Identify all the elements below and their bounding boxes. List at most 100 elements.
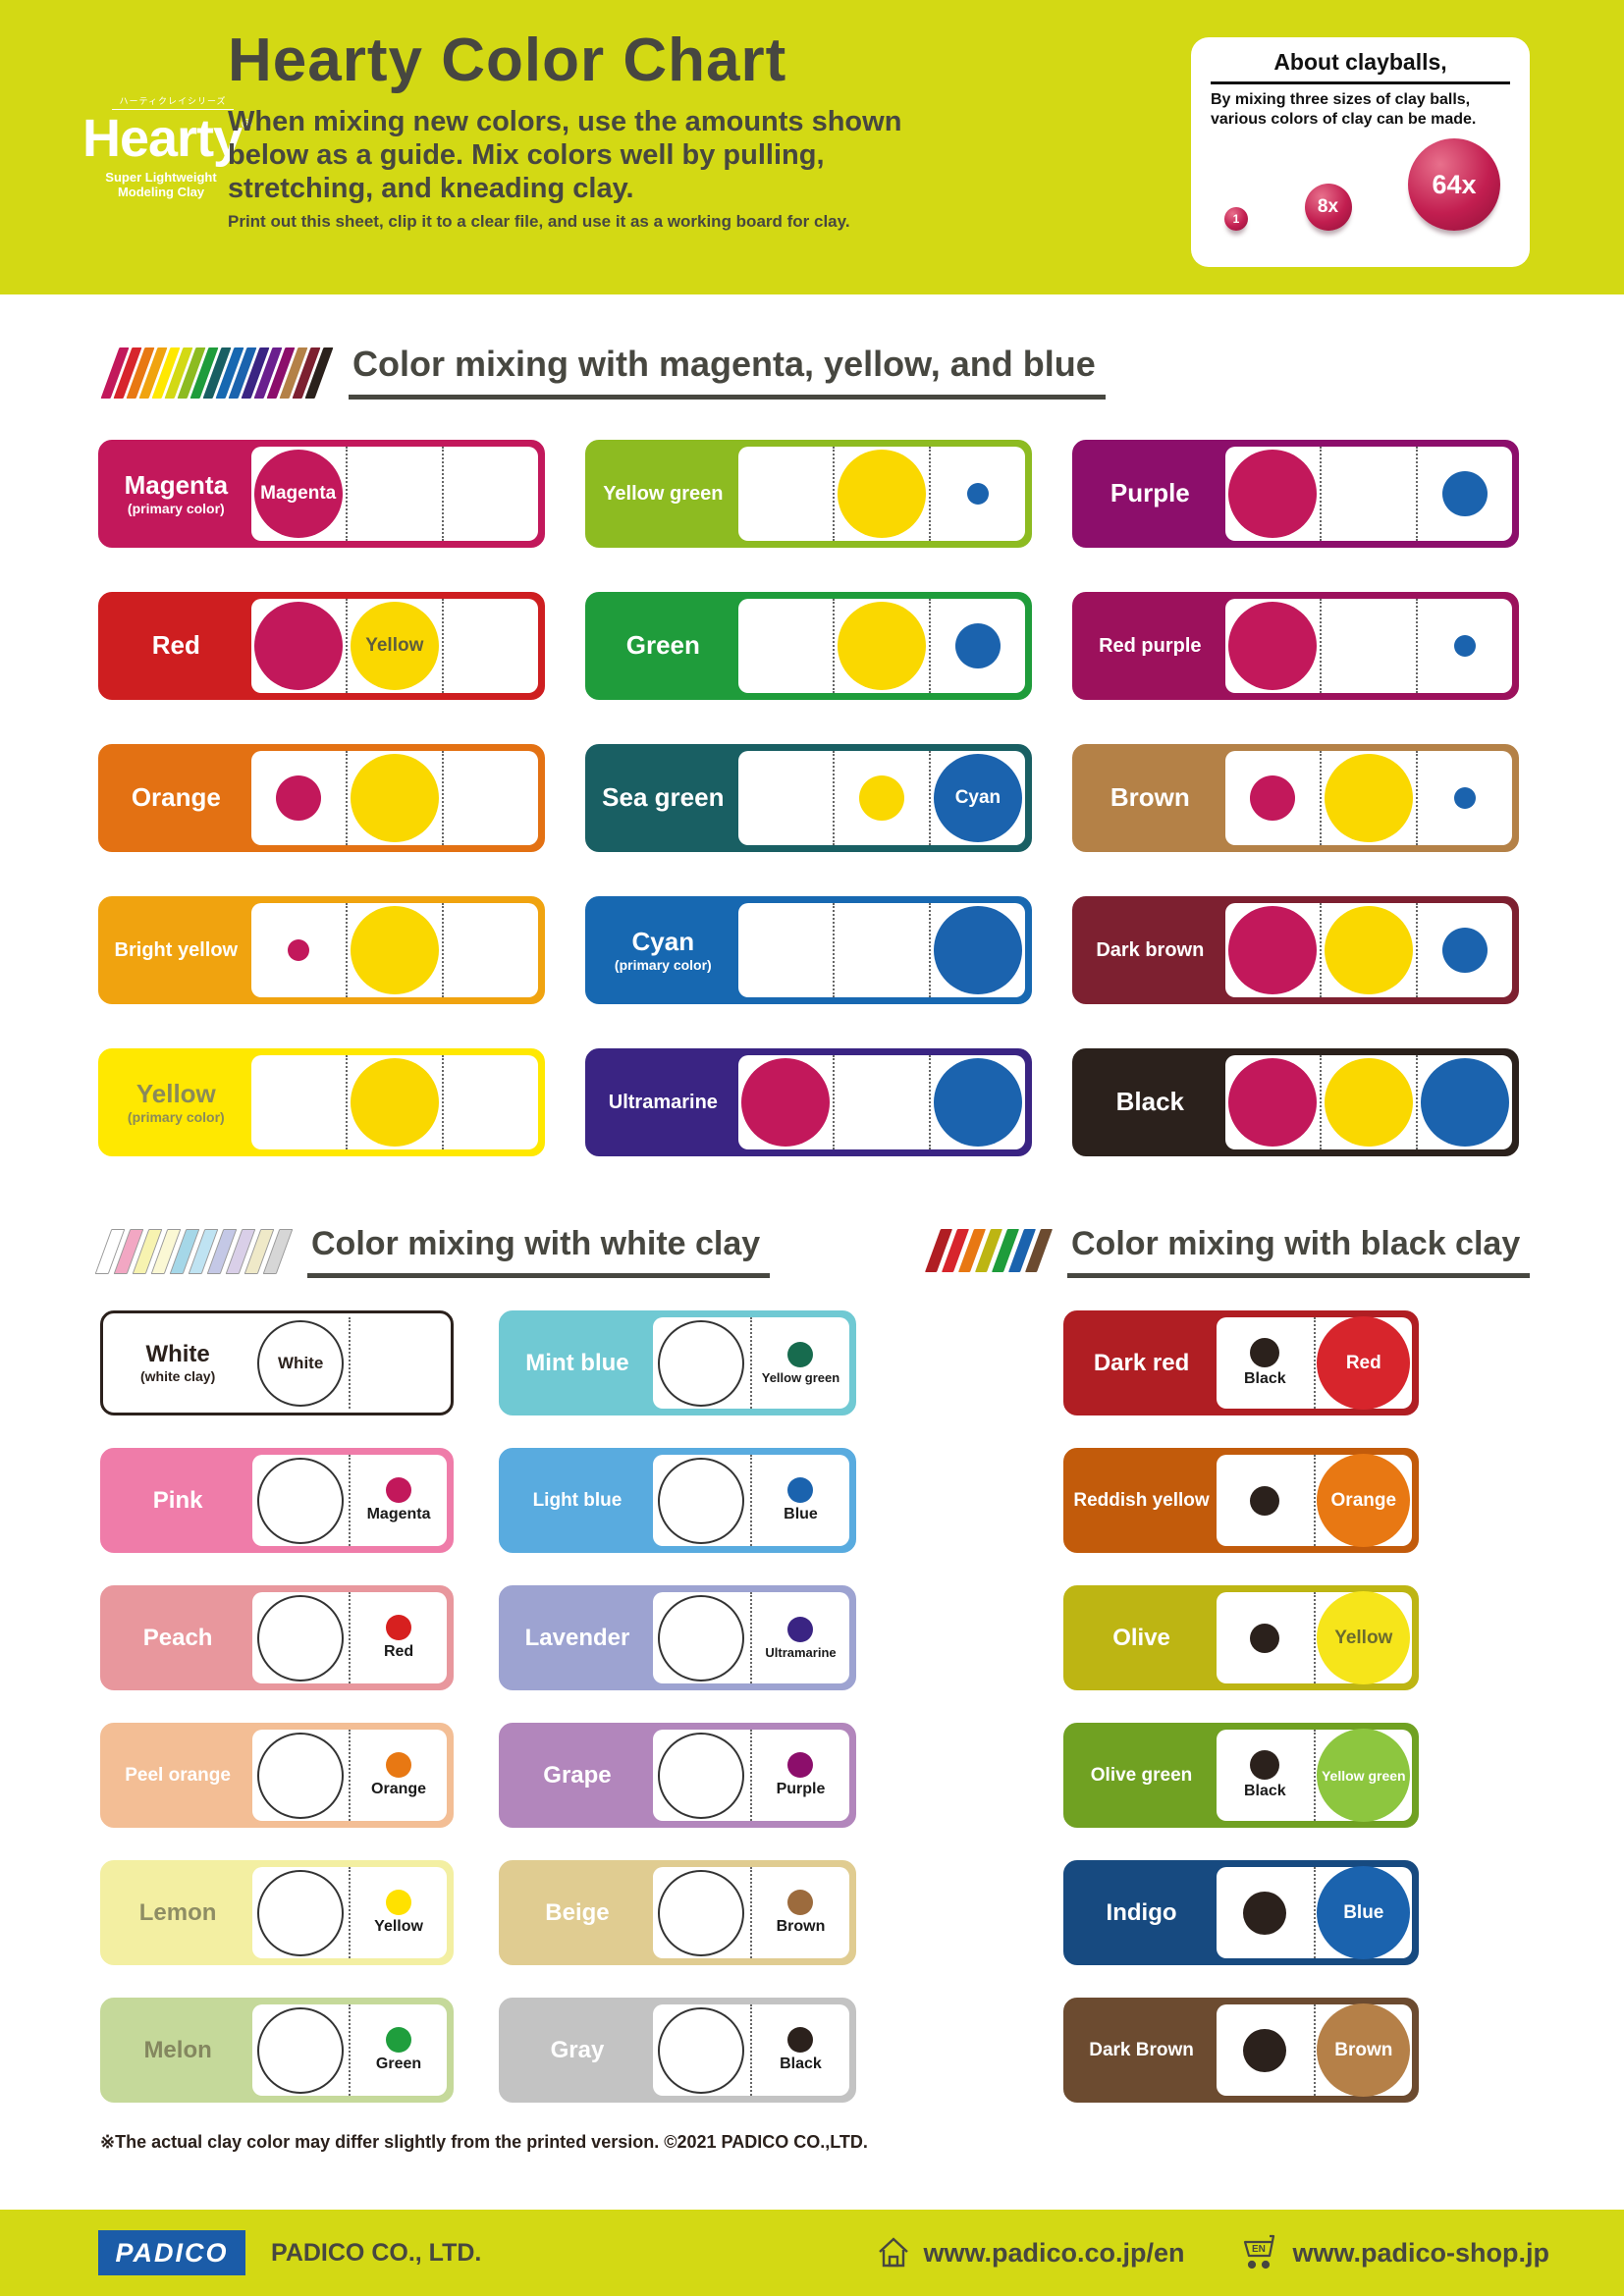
title-block: Hearty Color Chart When mixing new color…	[228, 26, 1161, 232]
white-swatch-mint-blue: Mint blue Yellow green	[499, 1310, 856, 1415]
white-clay-ball	[658, 1457, 745, 1544]
mix-cell: Magenta	[349, 1455, 447, 1546]
white-clay-ball	[658, 1594, 745, 1682]
mix-dot	[386, 1752, 412, 1778]
swatch-label: Bright yellow	[114, 938, 239, 961]
white-clay-ball	[257, 1594, 345, 1682]
mix-cell	[1225, 903, 1320, 997]
mix-cell	[251, 903, 346, 997]
mix-dot-blue	[933, 1058, 1022, 1147]
mix-dot-blue	[1420, 1058, 1509, 1147]
primary-swatch-dark-brown: Dark brown	[1072, 896, 1519, 1004]
mix-dot	[386, 1615, 412, 1640]
mix-dot-magenta	[1227, 450, 1317, 538]
mix-cell: Yellow	[345, 599, 442, 693]
mix-dot-blue	[1441, 471, 1488, 516]
mix-dot-blue: Cyan	[933, 754, 1022, 842]
mix-cell	[738, 447, 833, 541]
svg-text:EN: EN	[1252, 2244, 1266, 2255]
website-main: www.padico.co.jp/en	[876, 2235, 1185, 2270]
mix-cell	[251, 1055, 346, 1149]
mix-ball: Yellow	[1317, 1591, 1411, 1684]
mix-cell	[1319, 751, 1416, 845]
section-title-white: Color mixing with white clay	[307, 1225, 771, 1278]
mix-cell	[832, 751, 929, 845]
swatch-label: White (white clay)	[139, 1341, 216, 1385]
primary-swatch-green: Green	[585, 592, 1032, 700]
mix-cell	[738, 599, 833, 693]
primary-swatch-orange: Orange	[98, 744, 545, 852]
section-heading-black: Color mixing with black clay	[924, 1225, 1531, 1278]
black-dot-cell	[1217, 2004, 1313, 2096]
mix-cell: Blue	[749, 1455, 849, 1546]
header: ハーティクレイシリーズ Hearty® Super Lightweight Mo…	[0, 0, 1624, 294]
mix-dot-magenta	[1249, 775, 1295, 821]
mix-cell	[1415, 751, 1512, 845]
hearty-logo-name: Hearty®	[82, 109, 251, 168]
section-heading-white: Color mixing with white clay	[94, 1225, 771, 1278]
mix-dot-yellow	[1324, 1058, 1413, 1147]
footnote: ※The actual clay color may differ slight…	[100, 2132, 868, 2152]
mix-cell	[345, 751, 442, 845]
black-swatch-dark-red: Dark red Black Red	[1063, 1310, 1419, 1415]
black-dot	[1243, 1891, 1287, 1935]
white-clay-cell	[653, 1317, 750, 1409]
mix-dot-yellow: Yellow	[350, 602, 439, 690]
black-dot-cell	[1217, 1867, 1313, 1958]
white-swatch-melon: Melon Green	[100, 1998, 454, 2103]
white-clay-ball	[658, 1869, 745, 1956]
mix-cell	[441, 1055, 538, 1149]
mix-cell: Orange	[1313, 1454, 1412, 1547]
mix-cell: Ultramarine	[749, 1592, 849, 1683]
cart-icon: EN	[1243, 2234, 1274, 2269]
mix-cell	[1319, 903, 1416, 997]
mix-cell	[928, 903, 1025, 997]
white-clay-cell	[653, 1592, 750, 1683]
registered-mark: ®	[242, 116, 251, 132]
swatch-label: Green	[625, 630, 700, 661]
clayball-1: 1	[1224, 207, 1248, 232]
mix-cell	[251, 599, 346, 693]
mix-cell: Yellow green	[1313, 1729, 1412, 1822]
primary-swatch-brown: Brown	[1072, 744, 1519, 852]
swatch-label: Peel orange	[125, 1764, 231, 1786]
swatch-label: Olive	[1112, 1624, 1170, 1651]
white-clay-cell	[653, 2004, 750, 2096]
mix-dot-blue	[1441, 928, 1488, 973]
black-swatch-indigo: Indigo Blue	[1063, 1860, 1419, 1965]
swatch-label: Melon	[143, 2036, 212, 2063]
mix-cell: Magenta	[251, 447, 346, 541]
clayballs-illustration: 1 8x 64x	[1211, 129, 1510, 235]
swatch-label: Sea green	[602, 782, 725, 813]
mix-cell	[1319, 1055, 1416, 1149]
mix-dot-magenta	[1227, 906, 1317, 994]
clayball-8x: 8x	[1304, 184, 1352, 232]
mix-dot	[787, 1752, 814, 1778]
swatch-label: Red	[151, 630, 200, 661]
mix-dot	[787, 1477, 814, 1503]
mix-cell	[832, 447, 929, 541]
mix-cell	[1319, 599, 1416, 693]
black-dot-cell	[1217, 1592, 1313, 1683]
white-clay-ball: White	[257, 1319, 345, 1407]
mix-cell	[1415, 599, 1512, 693]
mix-ball: Blue	[1317, 1866, 1411, 1959]
swatch-label: Mint blue	[525, 1349, 629, 1376]
mix-cell	[928, 447, 1025, 541]
page-title: Hearty Color Chart	[228, 27, 787, 94]
mix-cell	[1319, 447, 1416, 541]
website-shop-url: www.padico-shop.jp	[1292, 2237, 1550, 2268]
mix-ball: Brown	[1317, 2003, 1411, 2097]
mix-cell	[441, 447, 538, 541]
mix-dot-yellow	[1324, 906, 1413, 994]
white-clay-cell	[252, 1730, 349, 1821]
white-swatch-lavender: Lavender Ultramarine	[499, 1585, 856, 1690]
mix-dot-magenta	[740, 1058, 830, 1147]
black-dot	[1250, 1338, 1280, 1367]
white-clay-ball	[658, 2006, 745, 2094]
swatch-label: Light blue	[532, 1489, 623, 1511]
section-heading-primary: Color mixing with magenta, yellow, and b…	[100, 344, 1106, 400]
primary-swatch-red-purple: Red purple	[1072, 592, 1519, 700]
white-clay-ball	[257, 1869, 345, 1956]
mix-dot-yellow	[837, 602, 926, 690]
